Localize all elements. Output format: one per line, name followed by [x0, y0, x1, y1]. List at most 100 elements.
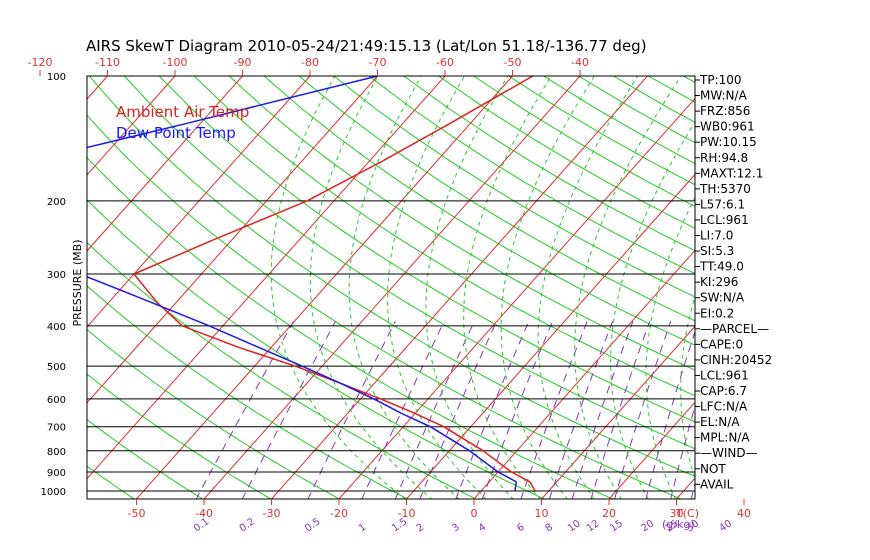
- dry-adiabat-line: [333, 76, 695, 298]
- series-segment: [301, 365, 341, 384]
- moist-adiabat-lines: [270, 76, 695, 499]
- moist-adiabat-line: [645, 196, 695, 499]
- index-entry: LI:7.0: [700, 229, 733, 243]
- top-temp-tick-label: -110: [95, 56, 120, 69]
- index-entry: PW:10.15: [700, 135, 757, 149]
- mixing-ratio-label: 0.5: [303, 516, 322, 534]
- series-segment: [429, 426, 470, 452]
- pressure-tick-label: 300: [47, 270, 66, 281]
- legend-entry: Dew Point Temp: [116, 124, 236, 142]
- index-entry: TT:49.0: [699, 260, 744, 274]
- series-segment: [514, 481, 518, 492]
- isotherm-line: [0, 76, 40, 499]
- pressure-tick-label: 800: [47, 447, 66, 458]
- isotherm-line: [87, 76, 311, 328]
- isotherm-lines: [0, 76, 695, 499]
- bottom-temp-tick-label: 30: [670, 507, 684, 520]
- index-entry: L57:6.1: [700, 197, 745, 211]
- series-segment: [497, 471, 517, 483]
- mixing-ratio-line: [645, 330, 695, 499]
- mixing-ratio-label: 2: [415, 522, 427, 535]
- moist-adiabat-line: [270, 76, 406, 499]
- bottom-temp-tick-label: 40: [737, 507, 751, 520]
- dry-adiabat-line: [0, 76, 69, 502]
- index-entry: KI:296: [700, 275, 738, 289]
- index-entry: FRZ:856: [700, 104, 750, 118]
- pressure-tick-label: 1000: [41, 487, 66, 498]
- top-temp-tick-label: -120: [28, 56, 53, 69]
- pressure-tick-label: 900: [47, 468, 66, 479]
- moist-adiabat-line: [500, 76, 595, 499]
- isotherm-line: [87, 76, 176, 176]
- top-temp-tick-label: -50: [504, 56, 522, 69]
- index-entry: CAP:6.7: [700, 384, 747, 398]
- moist-adiabat-line: [537, 76, 639, 499]
- mixing-ratio-line: [195, 321, 295, 499]
- index-entry: AVAIL: [700, 477, 734, 491]
- top-temp-tick-label: -70: [369, 56, 387, 69]
- series-segment: [449, 76, 534, 124]
- moist-adiabat-line: [387, 76, 487, 499]
- mixing-ratio-label: 6: [515, 522, 527, 535]
- mixing-ratio-line: [548, 321, 614, 499]
- index-entry: LCL:961: [700, 368, 749, 382]
- dry-adiabat-line: [368, 76, 695, 275]
- pressure-tick-label: 400: [47, 322, 66, 333]
- dry-adiabat-line: [753, 76, 870, 502]
- mixing-ratio-label: 20: [639, 518, 656, 534]
- bottom-temp-tick-label: -10: [398, 507, 416, 520]
- mixing-ratio-label: 8: [544, 522, 556, 535]
- index-entry: RH:94.8: [700, 151, 748, 165]
- bottom-temp-tick-label: -40: [195, 507, 213, 520]
- series-air-temp: [133, 76, 536, 492]
- series-segment: [149, 301, 210, 327]
- isotherm-line: [87, 76, 108, 100]
- index-entry: TH:5370: [699, 182, 751, 196]
- bottom-temp-tick-label: -30: [263, 507, 281, 520]
- series-segment: [340, 382, 375, 400]
- isotherm-line: [541, 325, 695, 499]
- top-temp-tick-label: -80: [301, 56, 319, 69]
- dry-adiabat-line: [123, 76, 695, 450]
- index-entry: WB0:961: [700, 120, 755, 134]
- isotherm-line: [87, 76, 243, 252]
- pressure-tick-label: 600: [47, 395, 66, 406]
- top-temp-tick-label: -100: [163, 56, 188, 69]
- index-entry: CAPE:0: [700, 337, 743, 351]
- series-segment: [306, 160, 384, 202]
- series-segment: [443, 426, 484, 452]
- index-entry: SI:5.3: [700, 244, 734, 258]
- index-entry: —WIND—: [700, 446, 758, 460]
- series-segment: [380, 398, 416, 415]
- series-segment: [482, 450, 512, 473]
- series-segment: [414, 412, 445, 428]
- series-segment: [469, 450, 499, 473]
- isotherm-line: [406, 173, 695, 499]
- mixing-ratio-label: 4: [477, 522, 489, 535]
- index-entry: —PARCEL—: [700, 322, 769, 336]
- sounding-series: [87, 76, 536, 492]
- index-entry: EL:N/A: [700, 415, 740, 429]
- index-entry: MAXT:12.1: [700, 166, 763, 180]
- legend-entry: Ambient Air Temp: [116, 103, 249, 121]
- series-segment: [87, 275, 151, 303]
- mixing-ratio-label: 3: [450, 522, 462, 535]
- moist-adiabat-line: [574, 76, 682, 499]
- mixing-ratio-line: [307, 321, 396, 499]
- pressure-tick-label: 100: [47, 72, 66, 83]
- series-segment: [529, 481, 536, 492]
- dry-adiabat-line: [648, 76, 695, 103]
- index-entry: MPL:N/A: [700, 431, 750, 445]
- mixing-ratio-line: [241, 321, 337, 499]
- mixing-ratio-line: [670, 404, 695, 499]
- series-segment: [133, 273, 158, 303]
- isotherm-line: [473, 249, 695, 499]
- isotherm-line: [608, 401, 695, 499]
- mixing-ratio-line: [614, 321, 672, 499]
- mixing-ratio-unit: (g/kg): [662, 518, 695, 531]
- mixing-ratio-label: 12: [585, 518, 602, 534]
- index-entry: CINH:20452: [700, 353, 772, 367]
- dry-adiabat-line: [228, 76, 695, 371]
- dry-adiabat-line: [403, 76, 695, 252]
